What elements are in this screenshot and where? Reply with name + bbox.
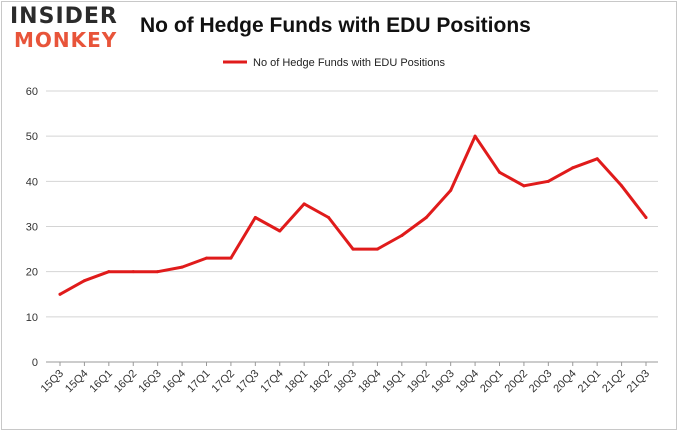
data-point <box>449 188 453 192</box>
data-point <box>546 179 550 183</box>
logo-line-1: INSIDER <box>10 4 118 29</box>
x-tick-label: 18Q4 <box>356 368 384 396</box>
y-tick-label: 50 <box>26 131 38 143</box>
data-point <box>620 184 624 188</box>
x-tick-label: 20Q1 <box>478 368 506 396</box>
data-point <box>180 265 184 269</box>
x-tick-label: 15Q4 <box>63 368 91 396</box>
data-point <box>473 134 477 138</box>
data-point <box>351 247 355 251</box>
x-tick-label: 18Q1 <box>283 368 311 396</box>
data-point <box>58 292 62 296</box>
x-tick-label: 19Q4 <box>454 368 482 396</box>
y-tick-label: 10 <box>26 312 38 324</box>
data-point <box>82 279 86 283</box>
x-tick-label: 19Q3 <box>429 368 457 396</box>
y-tick-labels: 0 10 20 30 40 50 60 <box>26 86 38 369</box>
data-point <box>131 270 135 274</box>
x-tick-label: 21Q2 <box>600 368 628 396</box>
data-point <box>205 256 208 260</box>
legend-label: No of Hedge Funds with EDU Positions <box>253 57 445 69</box>
x-tick-label: 17Q2 <box>210 368 238 396</box>
data-point <box>595 157 599 161</box>
x-tick-label: 21Q3 <box>625 368 653 396</box>
insider-monkey-logo: INSIDER MONKEY <box>10 6 128 54</box>
x-tick-label: 16Q2 <box>112 368 140 396</box>
x-tick-label: 17Q4 <box>258 368 286 396</box>
x-tick-label: 20Q2 <box>503 368 531 396</box>
x-tick-label: 16Q3 <box>136 368 164 396</box>
x-tick-label: 18Q2 <box>307 368 335 396</box>
data-point <box>400 234 404 238</box>
x-tick-label: 19Q1 <box>380 368 408 396</box>
grid-lines <box>46 90 658 366</box>
x-tick-label: 17Q3 <box>234 368 262 396</box>
data-point <box>327 215 331 219</box>
data-point <box>522 184 526 188</box>
data-point <box>571 166 575 170</box>
x-tick-label: 20Q3 <box>527 368 555 396</box>
series-lines <box>58 134 648 296</box>
x-tick-label: 15Q3 <box>39 368 67 396</box>
x-tick-label: 17Q1 <box>185 368 213 396</box>
y-tick-label: 0 <box>32 357 38 369</box>
data-point <box>498 170 501 174</box>
data-point <box>644 215 648 219</box>
x-tick-label: 16Q4 <box>161 368 189 396</box>
data-point <box>424 215 428 219</box>
x-tick-label: 18Q3 <box>332 368 360 396</box>
y-tick-label: 60 <box>26 86 38 98</box>
data-point <box>229 256 233 260</box>
x-tick-labels: 15Q315Q416Q116Q216Q316Q417Q117Q217Q317Q4… <box>39 368 653 396</box>
data-point <box>302 202 306 206</box>
data-point <box>278 229 282 233</box>
chart-title: No of Hedge Funds with EDU Positions <box>140 14 531 37</box>
y-tick-label: 40 <box>26 176 38 188</box>
x-tick-label: 20Q4 <box>551 368 579 396</box>
x-tick-label: 19Q2 <box>405 368 433 396</box>
data-point <box>107 270 111 274</box>
y-tick-label: 20 <box>26 267 38 279</box>
x-tick-label: 21Q1 <box>576 368 604 396</box>
data-point <box>375 247 379 251</box>
y-tick-label: 30 <box>26 222 38 234</box>
legend: No of Hedge Funds with EDU Positions <box>223 57 445 69</box>
data-point <box>156 270 160 274</box>
data-points <box>58 134 648 296</box>
data-point <box>253 215 257 219</box>
series-line <box>58 134 648 296</box>
logo-line-2: MONKEY <box>14 28 118 52</box>
x-tick-label: 16Q1 <box>87 368 115 396</box>
